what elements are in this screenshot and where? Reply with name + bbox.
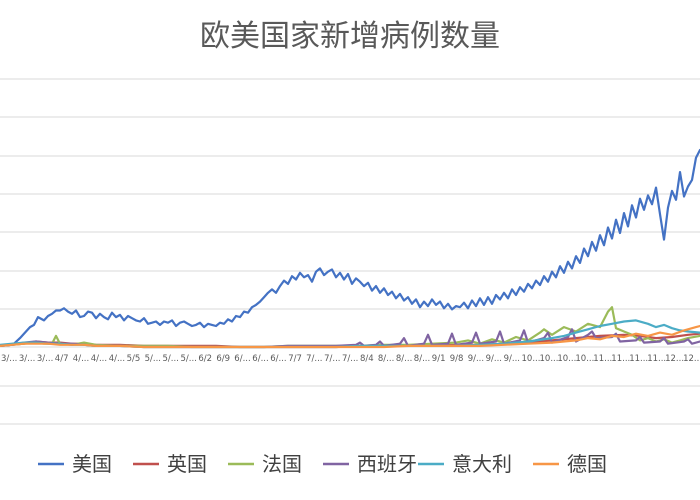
x-tick-label: 5/... bbox=[145, 354, 161, 364]
x-tick-label: 7/... bbox=[324, 354, 340, 364]
x-tick-label: 9/... bbox=[486, 354, 502, 364]
x-tick-label: 8/... bbox=[378, 354, 394, 364]
legend-label: 英国 bbox=[167, 452, 207, 476]
x-tick-label: 12... bbox=[665, 354, 684, 364]
x-tick-label: 7/7 bbox=[288, 354, 302, 364]
legend-item-5: 德国 bbox=[533, 452, 607, 476]
x-tick-label: 9/... bbox=[504, 354, 520, 364]
x-tick-label: 4/7 bbox=[55, 354, 69, 364]
series-line-4 bbox=[0, 319, 700, 349]
plot-area bbox=[0, 148, 700, 349]
series-line-0 bbox=[0, 148, 700, 347]
x-tick-label: 6/2 bbox=[198, 354, 212, 364]
x-tick-label: 8/4 bbox=[360, 354, 374, 364]
x-tick-label: 6/... bbox=[270, 354, 286, 364]
x-tick-label: 6/... bbox=[252, 354, 268, 364]
legend-item-4: 意大利 bbox=[418, 452, 512, 476]
legend-label: 意大利 bbox=[452, 452, 512, 476]
x-tick-label: 11... bbox=[647, 354, 666, 364]
x-tick-label: 4/... bbox=[73, 354, 89, 364]
x-tick-label: 11... bbox=[629, 354, 648, 364]
x-tick-label: 9/8 bbox=[450, 354, 464, 364]
x-tick-label: 10... bbox=[575, 354, 594, 364]
x-tick-label: 3/... bbox=[37, 354, 53, 364]
gridlines bbox=[0, 78, 700, 425]
x-tick-label: 9/1 bbox=[432, 354, 446, 364]
x-tick-label: 9/... bbox=[468, 354, 484, 364]
chart-title: 欧美国家新增病例数量 bbox=[200, 19, 500, 54]
x-tick-label: 10... bbox=[522, 354, 541, 364]
legend-item-3: 西班牙 bbox=[323, 452, 417, 476]
x-tick-label: 10... bbox=[557, 354, 576, 364]
x-tick-label: 7/... bbox=[342, 354, 358, 364]
x-tick-label: 3/... bbox=[19, 354, 35, 364]
x-tick-label: 6/... bbox=[234, 354, 250, 364]
x-tick-label: 3/... bbox=[1, 354, 17, 364]
legend-item-1: 英国 bbox=[133, 452, 207, 476]
x-tick-label: 8/... bbox=[396, 354, 412, 364]
legend-label: 德国 bbox=[567, 452, 607, 476]
x-tick-label: 10... bbox=[540, 354, 559, 364]
legend-item-2: 法国 bbox=[228, 452, 302, 476]
legend-item-0: 美国 bbox=[38, 452, 112, 476]
x-tick-label: 5/... bbox=[163, 354, 179, 364]
x-axis-ticks: 3/... 3/... 3/... 4/7 4/... 4/... 4/... 5/5 5/..… bbox=[1, 354, 700, 364]
x-tick-label: 4/... bbox=[91, 354, 107, 364]
legend: 美国 英国 法国 西班牙 意大利 德国 bbox=[38, 452, 607, 476]
x-tick-label: 12... bbox=[683, 354, 700, 364]
legend-label: 西班牙 bbox=[357, 452, 417, 476]
x-tick-label: 5/5 bbox=[127, 354, 141, 364]
x-tick-label: 5/... bbox=[181, 354, 197, 364]
series-line-5 bbox=[0, 324, 700, 349]
x-tick-label: 11... bbox=[611, 354, 630, 364]
x-tick-label: 4/... bbox=[109, 354, 125, 364]
legend-label: 法国 bbox=[262, 452, 302, 476]
x-tick-label: 11... bbox=[593, 354, 612, 364]
x-tick-label: 8/... bbox=[414, 354, 430, 364]
x-tick-label: 6/9 bbox=[216, 354, 230, 364]
x-tick-label: 7/... bbox=[306, 354, 322, 364]
legend-label: 美国 bbox=[72, 452, 112, 476]
